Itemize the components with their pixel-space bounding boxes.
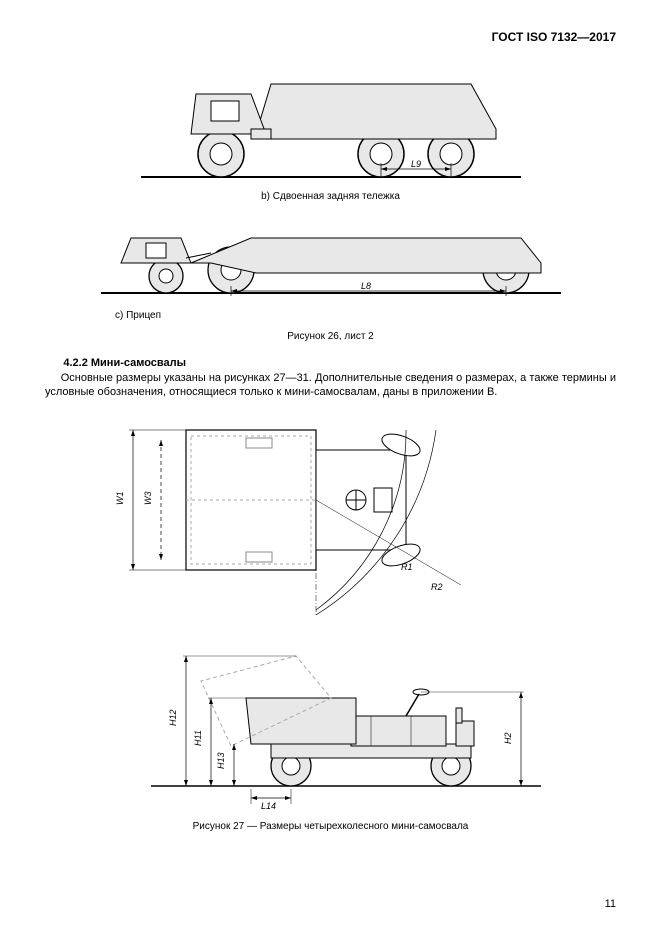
figure-27-side-svg: H12 H11 H13 H2 L14 xyxy=(101,626,561,811)
page: ГОСТ ISO 7132—2017 L9 xyxy=(0,0,661,935)
dim-H11: H11 xyxy=(193,730,203,746)
dim-R1: R1 xyxy=(401,562,413,572)
section-number: 4.2.2 xyxy=(63,357,87,369)
page-number: 11 xyxy=(605,898,616,910)
dim-L9: L9 xyxy=(411,159,421,169)
figure-27-title: Рисунок 27 — Размеры четырехколесного ми… xyxy=(45,821,616,832)
dim-W3: W3 xyxy=(143,491,153,505)
dim-H12: H12 xyxy=(168,709,178,726)
section-heading: 4.2.2 Мини-самосвалы xyxy=(45,357,616,369)
figure-27-side: H12 H11 H13 H2 L14 xyxy=(45,626,616,811)
section-title: Мини-самосвалы xyxy=(91,357,186,369)
dim-H13: H13 xyxy=(216,752,226,769)
body-text-span: Основные размеры указаны на рисунках 27—… xyxy=(45,372,616,398)
figure-26c: L8 с) Прицеп xyxy=(45,208,616,321)
figure-26b-caption: b) Сдвоенная задняя тележка xyxy=(45,191,616,202)
figure-26-title: Рисунок 26, лист 2 xyxy=(45,331,616,342)
dim-R2: R2 xyxy=(431,582,443,592)
document-header: ГОСТ ISO 7132—2017 xyxy=(45,30,616,44)
figure-27-top-svg: W1 W3 xyxy=(101,410,561,620)
figure-26b: L9 b) Сдвоенная задняя тележка xyxy=(45,59,616,202)
figure-26c-svg: L8 xyxy=(91,208,571,308)
figure-26b-svg: L9 xyxy=(121,59,541,189)
dim-L14: L14 xyxy=(261,801,276,811)
dim-H2: H2 xyxy=(503,732,513,744)
figure-27-top: W1 W3 xyxy=(45,410,616,620)
dim-W1: W1 xyxy=(115,491,125,505)
section-body: Основные размеры указаны на рисунках 27—… xyxy=(45,371,616,400)
dim-L8: L8 xyxy=(361,281,371,291)
figure-26c-caption: с) Прицеп xyxy=(45,310,616,321)
